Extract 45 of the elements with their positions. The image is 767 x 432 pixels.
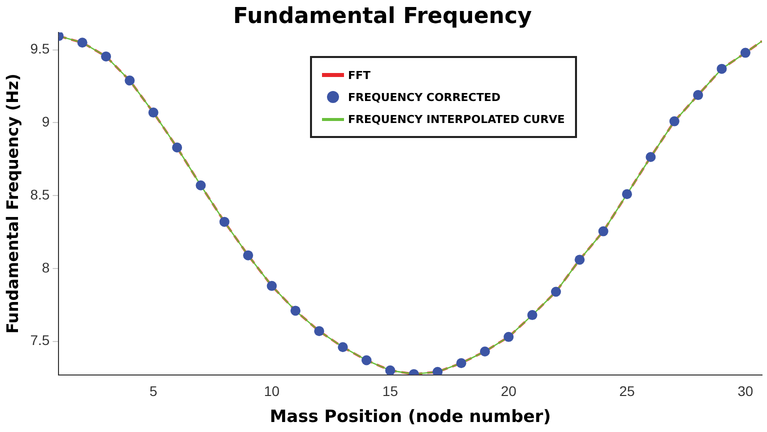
x-tick-label: 25 bbox=[619, 383, 636, 400]
x-tick-label: 30 bbox=[738, 383, 754, 400]
point bbox=[196, 180, 206, 190]
legend-label: FREQUENCY CORRECTED bbox=[348, 90, 500, 104]
point bbox=[148, 108, 158, 118]
y-tick-label: 9.5 bbox=[30, 40, 50, 57]
point bbox=[432, 366, 443, 375]
point bbox=[622, 189, 632, 200]
point bbox=[172, 142, 182, 153]
point bbox=[77, 38, 88, 48]
point bbox=[101, 51, 112, 62]
point bbox=[338, 342, 348, 352]
point bbox=[385, 365, 396, 375]
point bbox=[456, 358, 466, 368]
y-tick-label: 9 bbox=[42, 114, 50, 130]
point bbox=[598, 226, 608, 236]
x-axis-title: Mass Position (node number) bbox=[270, 407, 551, 428]
chart-title: Fundamental Frequency bbox=[233, 4, 532, 29]
point bbox=[669, 116, 680, 126]
x-tick-label: 20 bbox=[500, 383, 517, 400]
point bbox=[646, 152, 656, 162]
point bbox=[740, 48, 750, 58]
point bbox=[362, 355, 372, 366]
point bbox=[574, 254, 585, 265]
point bbox=[266, 280, 277, 291]
x-tick-label: 10 bbox=[264, 383, 280, 400]
point bbox=[290, 306, 300, 316]
y-tick-label: 8 bbox=[42, 259, 50, 276]
point bbox=[527, 310, 538, 320]
point bbox=[480, 346, 490, 356]
legend-label: FFT bbox=[348, 68, 371, 82]
legend-label: FREQUENCY INTERPOLATED CURVE bbox=[348, 112, 565, 126]
y-tick-label: 7.5 bbox=[30, 332, 50, 348]
x-tick-label: 5 bbox=[149, 383, 158, 400]
point bbox=[314, 326, 324, 336]
y-tick-label: 8.5 bbox=[30, 186, 50, 202]
point bbox=[716, 64, 727, 74]
point bbox=[243, 250, 254, 260]
x-tick-label: 15 bbox=[382, 383, 398, 400]
y-axis-title: Fundamental Frequency (Hz) bbox=[2, 74, 22, 334]
point bbox=[550, 286, 561, 297]
point bbox=[693, 90, 704, 100]
point bbox=[124, 75, 135, 86]
point bbox=[219, 216, 230, 227]
point bbox=[504, 332, 514, 342]
